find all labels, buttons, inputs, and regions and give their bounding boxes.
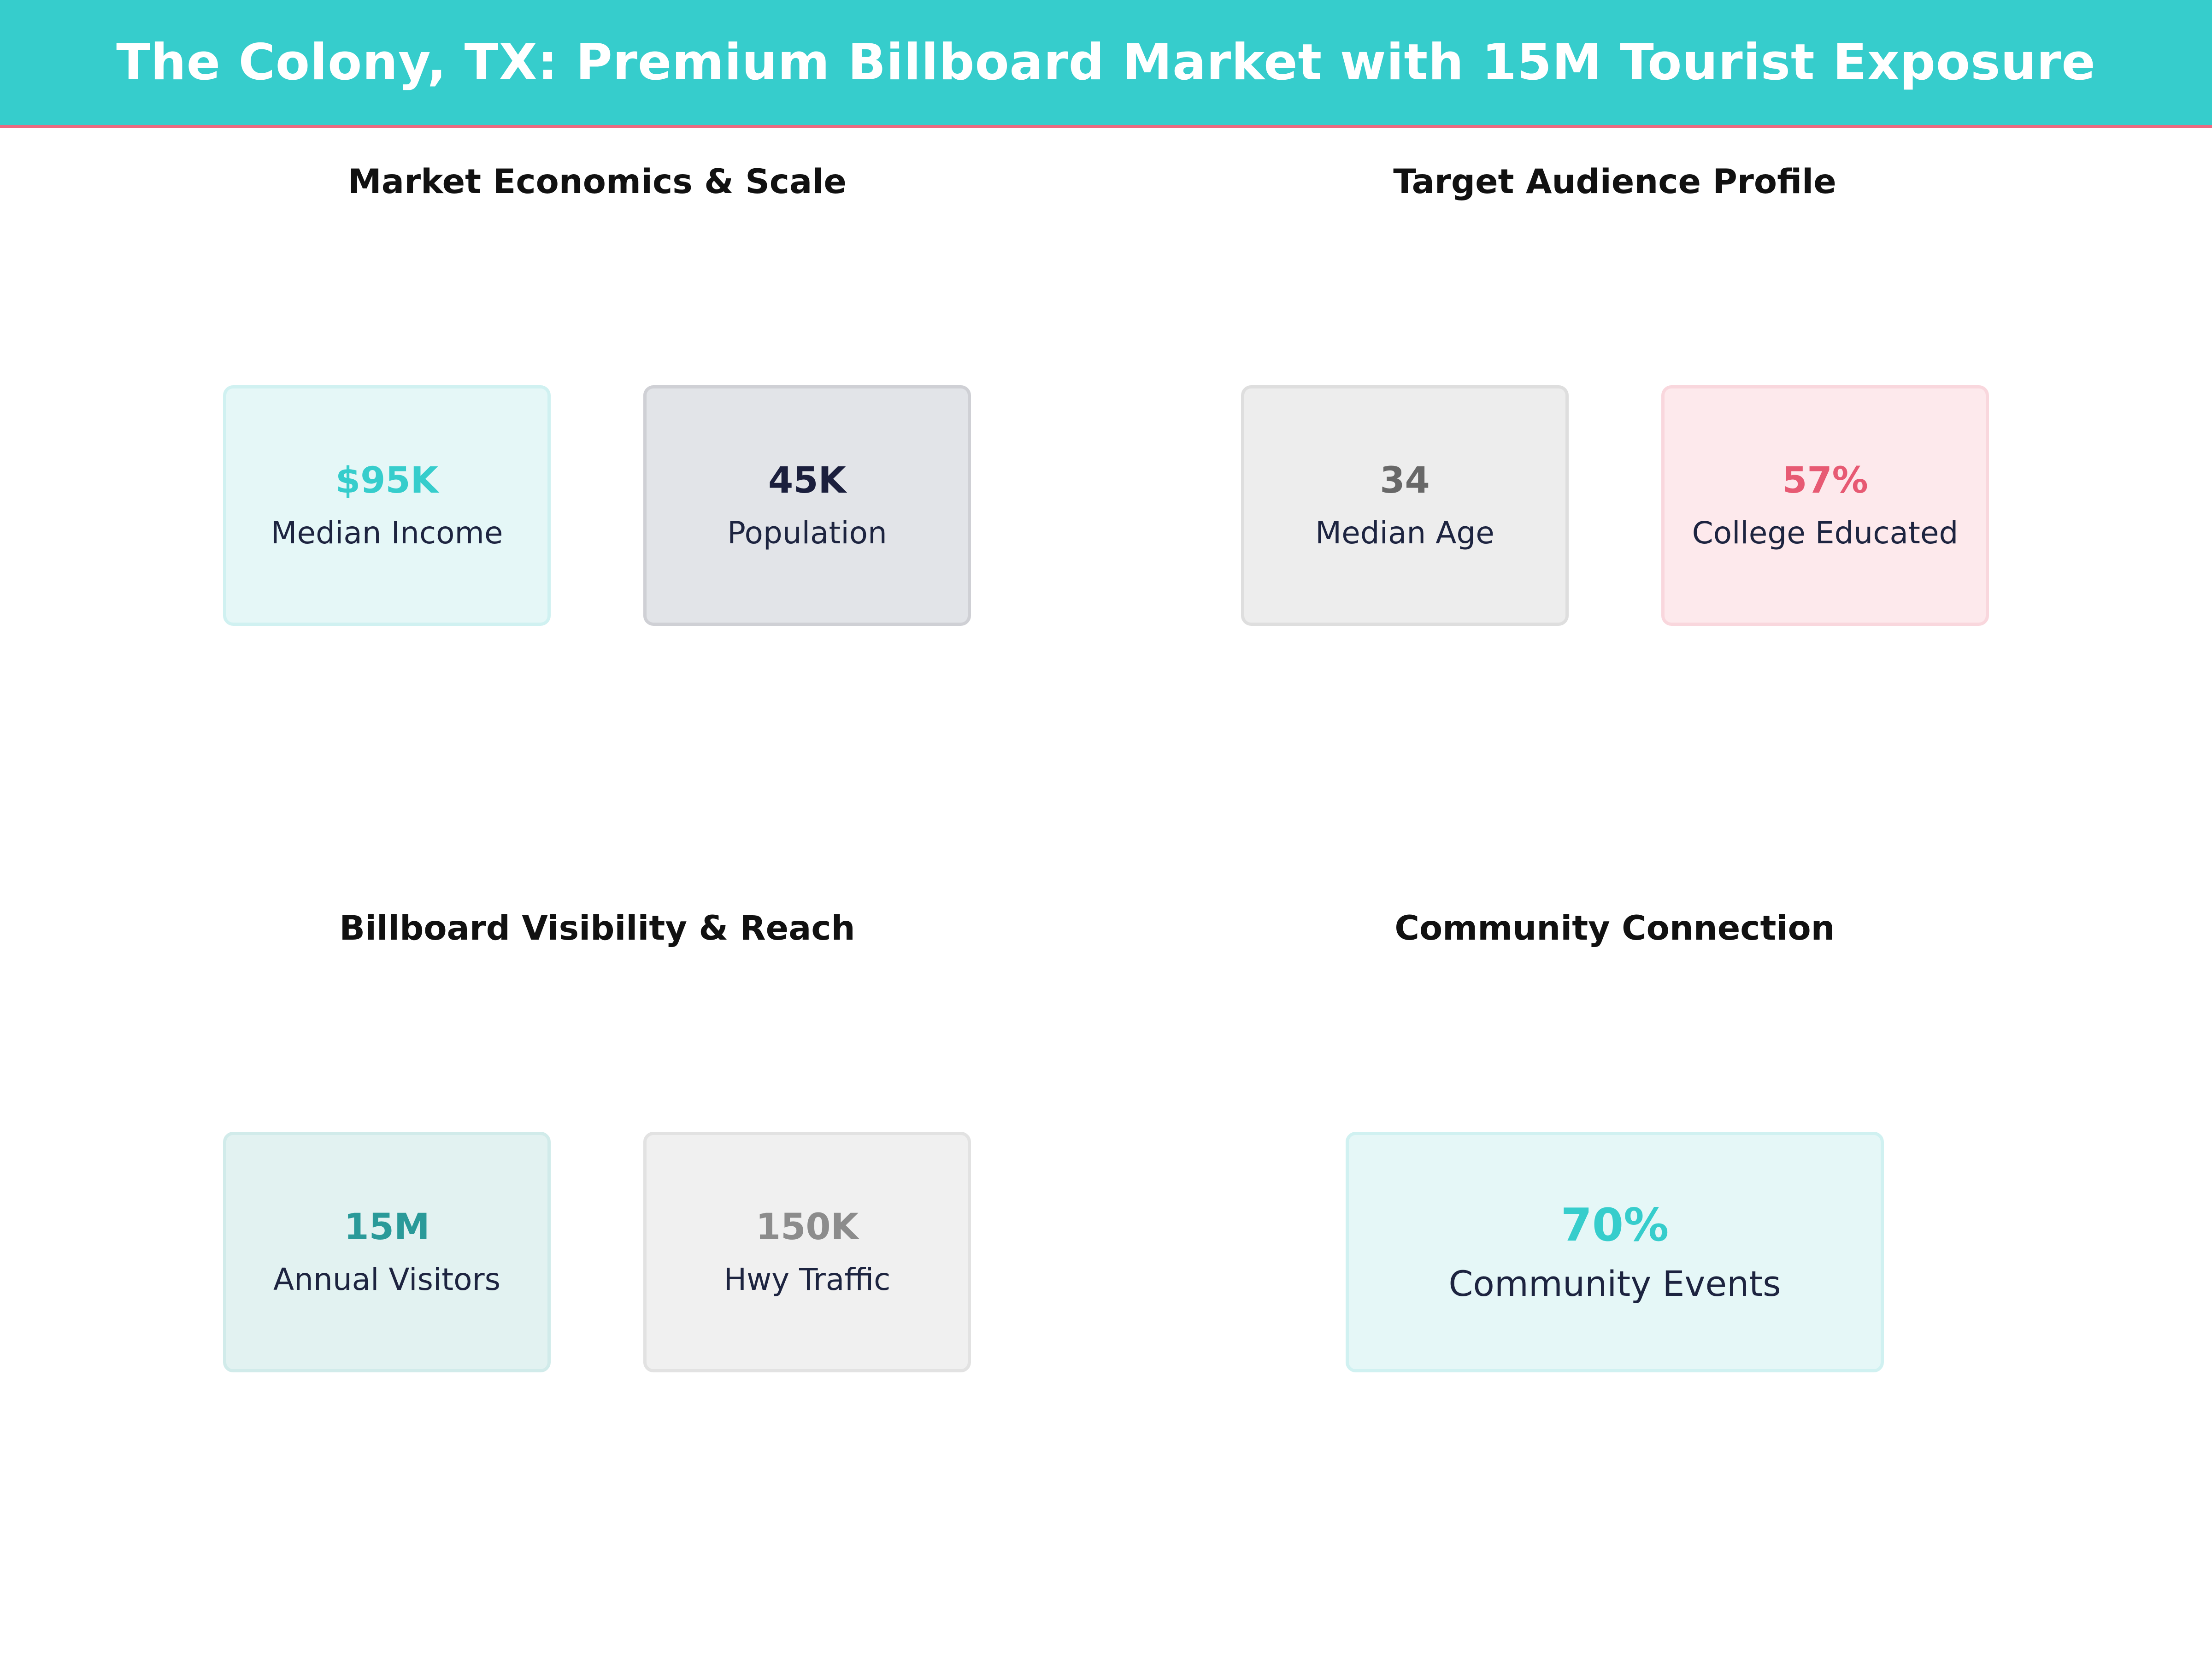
stat-label: Median Income — [271, 515, 503, 551]
stat-value: 57% — [1782, 460, 1868, 501]
stat-card-college-educated: 57% College Educated — [1661, 385, 1989, 626]
stat-value: 150K — [755, 1206, 859, 1248]
stat-label: College Educated — [1692, 515, 1959, 551]
stat-card-median-age: 34 Median Age — [1241, 385, 1569, 626]
stat-label: Annual Visitors — [273, 1262, 500, 1297]
header-banner: The Colony, TX: Premium Billboard Market… — [0, 0, 2212, 128]
stat-value: $95K — [335, 460, 439, 501]
stat-card-population: 45K Population — [643, 385, 971, 626]
stat-label: Median Age — [1315, 515, 1494, 551]
stat-value: 45K — [768, 460, 846, 501]
stat-card-annual-visitors: 15M Annual Visitors — [223, 1132, 551, 1372]
page-title: The Colony, TX: Premium Billboard Market… — [116, 34, 2096, 91]
stat-value: 70% — [1560, 1199, 1669, 1252]
stat-card-median-income: $95K Median Income — [223, 385, 551, 626]
stat-label: Community Events — [1448, 1263, 1781, 1304]
section-title-audience: Target Audience Profile — [1393, 162, 1836, 201]
section-title-visibility: Billboard Visibility & Reach — [339, 909, 855, 948]
stat-card-community-events: 70% Community Events — [1346, 1132, 1884, 1372]
section-title-community: Community Connection — [1394, 909, 1835, 948]
stat-label: Hwy Traffic — [724, 1262, 891, 1297]
stat-card-hwy-traffic: 150K Hwy Traffic — [643, 1132, 971, 1372]
stat-label: Population — [727, 515, 887, 551]
stat-value: 34 — [1380, 460, 1430, 501]
section-title-market: Market Economics & Scale — [348, 162, 847, 201]
stat-value: 15M — [344, 1206, 430, 1248]
